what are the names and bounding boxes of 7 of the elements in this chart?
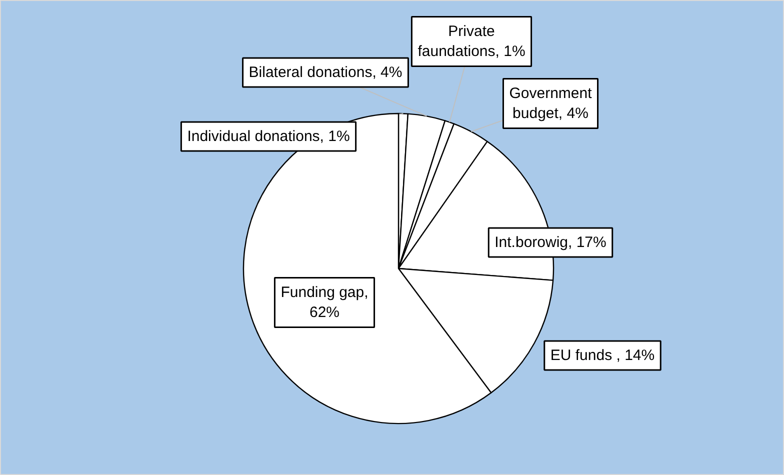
slice-label: Government budget, 4% [509,84,593,122]
slice-label: Individual donations, 1% [187,128,350,145]
slice-label: Int.borowig, 17% [494,234,606,251]
slice-label: EU funds , 14% [550,347,655,364]
slice-label: Private faundations, 1% [418,22,526,60]
slice-label: Funding gap, 62% [280,284,368,322]
slice-label: Bilateral donations, 4% [248,64,402,81]
